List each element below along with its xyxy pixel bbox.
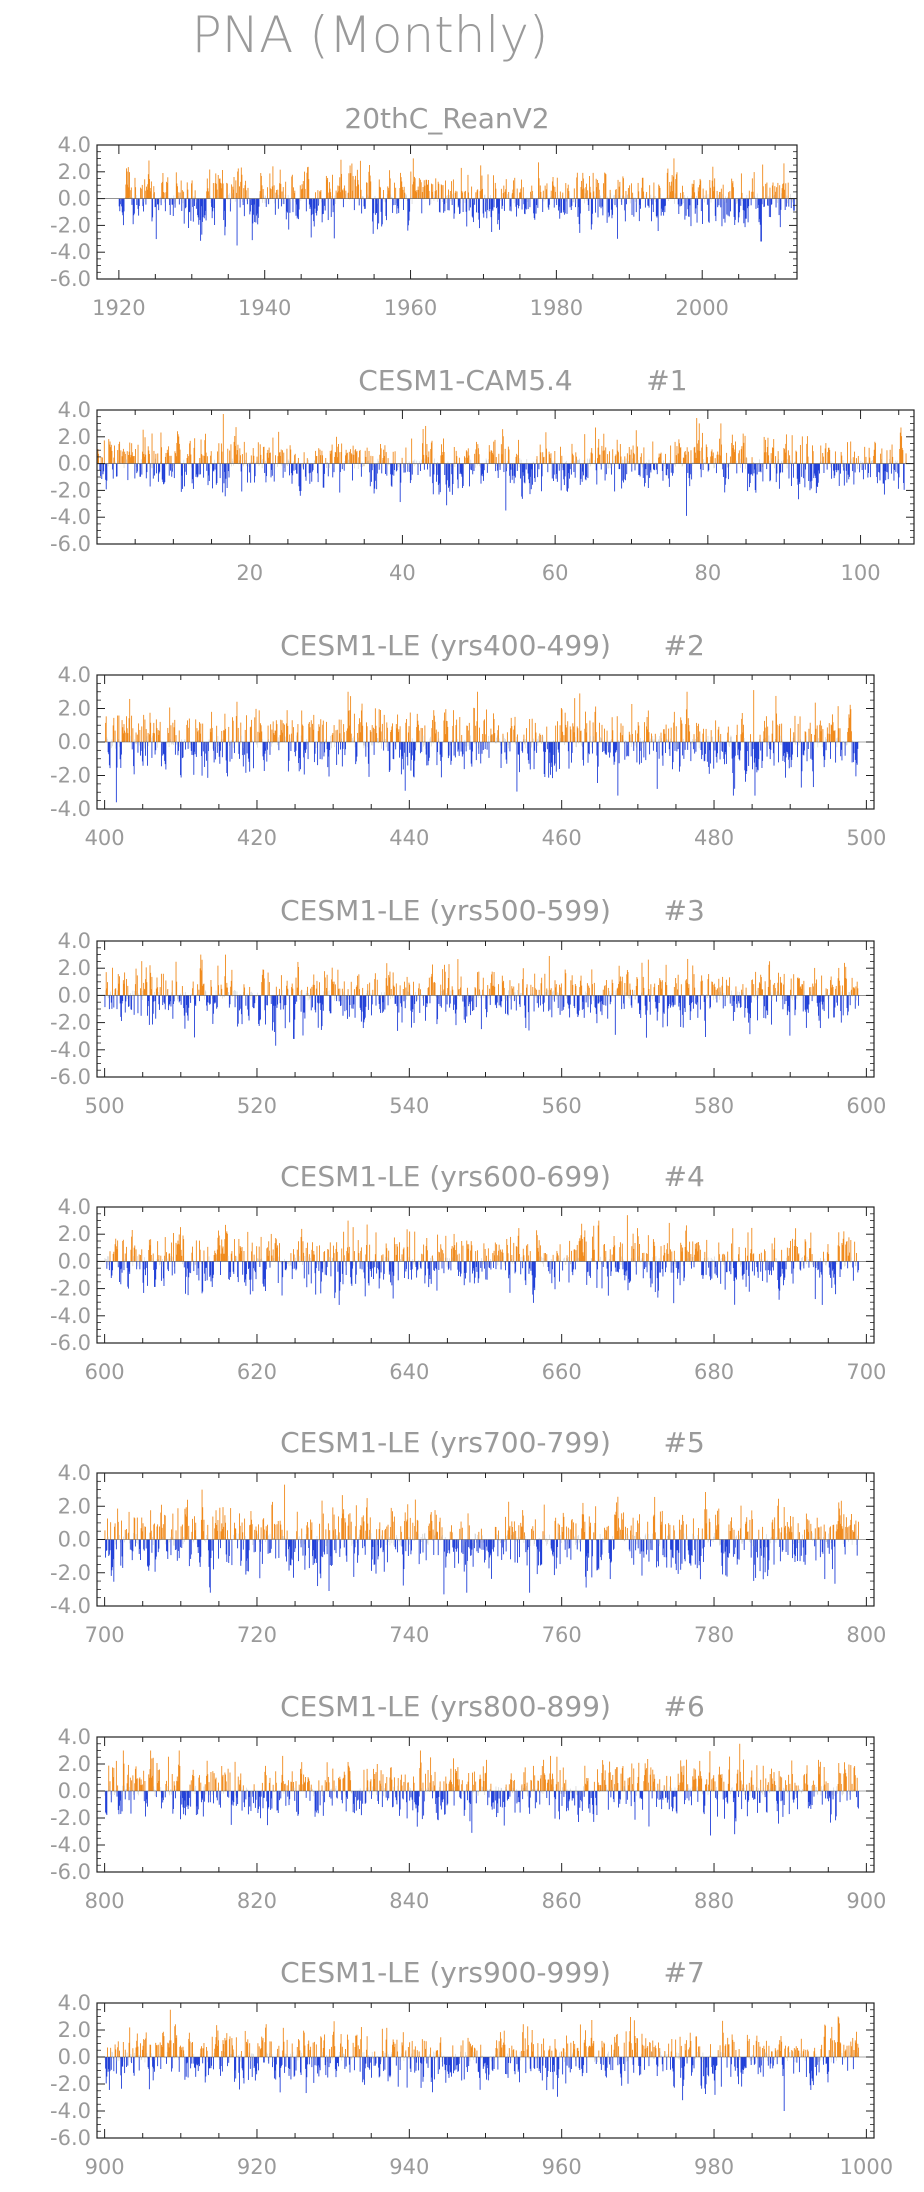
y-tick-label: -2.0 (50, 764, 91, 788)
y-tick-label: -2.0 (50, 213, 91, 237)
y-tick-label: -2.0 (50, 478, 91, 502)
x-tick-label: 440 (389, 826, 429, 850)
x-tick-label: 420 (237, 826, 277, 850)
y-tick-label: 4.0 (58, 133, 91, 157)
y-tick-label: -6.0 (50, 267, 91, 291)
bar-series (118, 158, 795, 246)
figure-title: PNA (Monthly) (192, 6, 549, 64)
panel-title: 20thC_ReanV2 (344, 102, 549, 135)
chart-panel-3: CESM1-LE (yrs400-499) #2 4.0 2.0 0.0 -2.0 -4.0… (50, 629, 886, 850)
x-tick-label: 1980 (530, 296, 583, 320)
y-tick-label: -4.0 (50, 797, 91, 821)
x-tick-label: 500 (846, 826, 886, 850)
chart-panel-4: CESM1-LE (yrs500-599) #34.02.00.0-2.0-4.0… (50, 894, 886, 1118)
x-tick-label: 100 (841, 561, 881, 585)
y-tick-label: 2.0 (58, 160, 91, 184)
x-tick-label: 2000 (675, 296, 728, 320)
bar-series (104, 954, 859, 1046)
y-tick-label: -6.0 (50, 532, 91, 556)
y-tick-label: -4.0 (50, 505, 91, 529)
x-tick-label: 1920 (92, 296, 145, 320)
x-tick-label: 40 (389, 561, 416, 585)
x-tick-label: 60 (542, 561, 569, 585)
y-tick-label: 0.0 (58, 452, 91, 476)
y-tick-label: 0.0 (58, 187, 91, 211)
panel-title: CESM1-CAM5.4 (358, 364, 572, 397)
y-tick-label: 2.0 (58, 697, 91, 721)
y-tick-label: 4.0 (58, 663, 91, 687)
x-tick-label: 400 (85, 826, 125, 850)
x-tick-label: 480 (694, 826, 734, 850)
bar-series (96, 414, 907, 516)
x-tick-label: 1960 (384, 296, 437, 320)
panel-title: CESM1-LE (yrs500-599) (280, 894, 611, 927)
chart-panel-2: CESM1-CAM5.4 #1 4.0 2.0 0.0-2.0 -4.0 -6.0 20 40 6… (50, 364, 915, 585)
x-tick-label: 460 (542, 826, 582, 850)
x-tick-label: 1940 (238, 296, 291, 320)
x-tick-label: 20 (236, 561, 263, 585)
panel-title: CESM1-LE (yrs400-499) (280, 629, 611, 662)
panel-member-label: #1 (646, 364, 687, 397)
y-tick-label: 4.0 (58, 398, 91, 422)
y-tick-label: -4.0 (50, 240, 91, 264)
panel-member-label: #2 (663, 629, 704, 662)
bar-series (104, 690, 859, 803)
panel-member-label: #3 (663, 894, 704, 927)
y-tick-label: 2.0 (58, 425, 91, 449)
x-tick-label: 80 (694, 561, 721, 585)
y-tick-label: 0.0 (58, 730, 91, 754)
